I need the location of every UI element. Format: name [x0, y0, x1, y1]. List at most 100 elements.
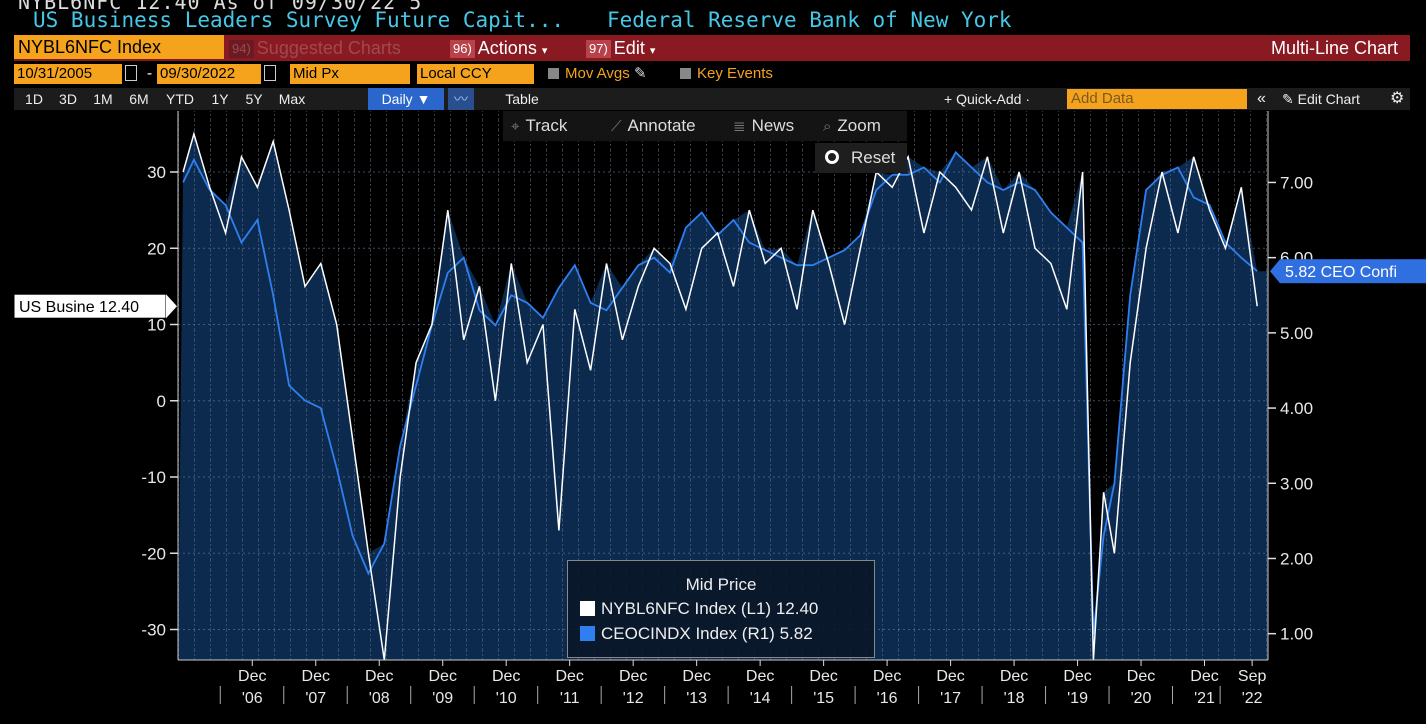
legend-swatch [580, 626, 595, 641]
x-tick-label: Dec [555, 668, 583, 685]
x-tick-label: Dec [1000, 668, 1028, 685]
range-bar: 1D 3D 1M 6M YTD 1Y 5Y Max Daily ▼ 〰 Tabl… [14, 88, 1410, 110]
ticker-field[interactable]: NYBL6NFC Index [14, 35, 224, 59]
price-field-select[interactable]: Mid Px [290, 64, 410, 84]
date-separator: - [145, 64, 155, 82]
x-tick-label: Dec [746, 668, 774, 685]
mov-avgs-toggle[interactable]: Mov Avgs ✎ [548, 64, 647, 84]
legend-title: Mid Price [685, 575, 757, 594]
quick-add-button[interactable]: + Quick-Add · [944, 91, 1030, 107]
key-events-toggle[interactable]: Key Events [680, 64, 773, 84]
x-tick-label: '08 [369, 690, 390, 707]
range-1y[interactable]: 1Y [211, 91, 229, 107]
range-1d[interactable]: 1D [25, 91, 43, 107]
last-value-tags: US Busine 12.40 5.82 CEO Confi [13, 259, 1426, 319]
suggested-charts-button[interactable]: 94) Suggested Charts [229, 35, 401, 61]
range-6m[interactable]: 6M [129, 91, 149, 107]
right-tick-label: 7.00 [1280, 173, 1313, 192]
series-line-nybl6nfc [182, 131, 1258, 660]
currency-select[interactable]: Local CCY [417, 64, 534, 84]
left-value-tag-arrow [166, 294, 177, 319]
left-tick-label: 30 [147, 163, 166, 182]
x-tick-label: Dec [365, 668, 393, 685]
security-description: US Business Leaders Survey Future Capit.… [33, 8, 565, 32]
range-5y[interactable]: 5Y [245, 91, 263, 107]
left-tick-label: -20 [141, 544, 166, 563]
source-name: Federal Reserve Bank of New York [607, 8, 1012, 32]
settings-bar: 10/31/2005 - 09/30/2022 Mid Px Local CCY… [14, 64, 1410, 86]
x-tick-label: Dec [682, 668, 710, 685]
news-button[interactable]: ≣ News [733, 116, 795, 135]
gear-icon[interactable]: ⚙ [1390, 90, 1405, 107]
right-tick-label: 4.00 [1280, 399, 1313, 418]
x-tick-label: Dec [873, 668, 901, 685]
x-tick-label: '07 [305, 690, 326, 707]
x-tick-label: '14 [750, 690, 771, 707]
x-tick-label: Dec [1190, 668, 1218, 685]
actions-button[interactable]: 96) Actions ▾ [450, 35, 547, 61]
calendar-icon[interactable] [125, 65, 137, 81]
right-value-tag-label: 5.82 CEO Confi [1285, 264, 1397, 281]
left-axis-ticks: 30 20 10 0 -10 -20 -30 [141, 163, 178, 640]
range-ytd[interactable]: YTD [166, 91, 194, 107]
radio-icon [825, 150, 839, 164]
x-tick-label: Dec [809, 668, 837, 685]
right-value-tag [1280, 259, 1426, 284]
x-tick-label: '21 [1194, 690, 1215, 707]
crosshair-icon: ⌖ [511, 118, 520, 135]
left-tick-label: -10 [141, 468, 166, 487]
left-tick-label: 10 [147, 316, 166, 335]
x-tick-label: Dec [1063, 668, 1091, 685]
header-fragment: NYBL6NFC 12.40 As of 09/30/22 5 [18, 0, 423, 14]
left-value-tag-label: US Busine 12.40 [19, 299, 139, 316]
edit-button[interactable]: 97) Edit ▾ [586, 35, 655, 61]
collapse-icon[interactable]: « [1257, 90, 1266, 107]
track-button[interactable]: ⌖ Track [511, 116, 568, 135]
period-select[interactable]: Daily ▼ [368, 88, 444, 110]
range-3d[interactable]: 3D [59, 91, 77, 107]
right-tick-label: 2.00 [1280, 549, 1313, 568]
left-tick-label: 20 [147, 239, 166, 258]
x-tick-label: '11 [560, 690, 580, 707]
x-tick-label: '15 [813, 690, 834, 707]
x-axis-ticks: Dec '06 Dec '07 Dec '08 Dec '09 Dec '10 Dec '11 Dec '… [219, 660, 1267, 707]
add-data-input[interactable] [1067, 89, 1247, 109]
edit-chart-button[interactable]: ✎ Edit Chart [1282, 91, 1360, 107]
table-tab[interactable]: Table [505, 91, 539, 107]
x-tick-label: Dec [492, 668, 520, 685]
pencil-icon: ✎ [1282, 91, 1294, 107]
line-chart-icon[interactable]: 〰 [448, 88, 474, 110]
x-tick-label: Dec [619, 668, 647, 685]
zoom-button[interactable]: ⌕ Zoom [823, 116, 881, 135]
annotate-button[interactable]: ⟋ Annotate [611, 116, 696, 135]
x-tick-label: '13 [686, 690, 707, 707]
end-date-field[interactable]: 09/30/2022 [157, 64, 261, 84]
command-bar: NYBL6NFC Index 94) Suggested Charts 96) Ac… [14, 35, 1410, 61]
right-value-tag-arrow [1270, 259, 1280, 284]
x-tick-label: Sep [1238, 668, 1267, 685]
left-tick-label: -30 [141, 621, 166, 640]
start-date-field[interactable]: 10/31/2005 [14, 64, 122, 84]
x-tick-label: Dec [936, 668, 964, 685]
x-tick-label: '17 [940, 690, 961, 707]
checkbox-icon [680, 68, 691, 79]
chart-legend[interactable]: Mid Price NYBL6NFC Index (L1) 12.40 CEOC… [567, 560, 875, 658]
left-value-tag [13, 293, 167, 319]
x-tick-label: Dec [302, 668, 330, 685]
x-tick-label: '19 [1067, 690, 1088, 707]
x-tick-label: '20 [1131, 690, 1152, 707]
chart-tools-bar: ⌖ Track ⟋ Annotate ≣ News ⌕ Zoom [503, 111, 907, 141]
legend-row: NYBL6NFC Index (L1) 12.40 [580, 599, 818, 619]
range-max[interactable]: Max [278, 91, 306, 107]
x-tick-label: '16 [877, 690, 898, 707]
right-tick-label: 1.00 [1280, 625, 1313, 644]
range-1m[interactable]: 1M [93, 91, 113, 107]
right-tick-label: 5.00 [1280, 324, 1313, 343]
left-tick-label: 0 [157, 392, 166, 411]
legend-swatch [580, 601, 595, 616]
reset-button[interactable]: Reset [815, 143, 907, 173]
dropdown-arrow-icon: ▾ [541, 45, 548, 57]
calendar-icon[interactable] [264, 65, 276, 81]
chart-type-label: Multi-Line Chart [1270, 38, 1398, 58]
news-icon: ≣ [733, 118, 746, 135]
